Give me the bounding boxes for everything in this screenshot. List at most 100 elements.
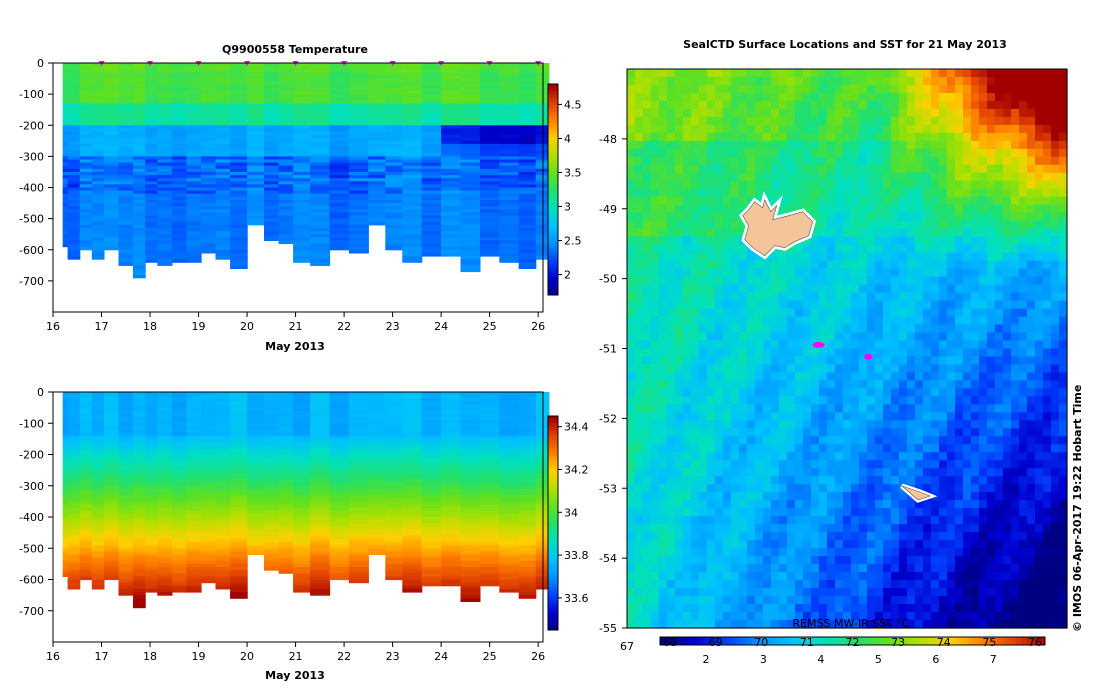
section-cell [402,106,423,111]
sst-cell [755,148,764,158]
colorbar-swatch [548,221,558,226]
section-cell [133,429,146,434]
section-cell [441,563,462,568]
sst-cell [859,172,868,182]
section-cell [62,417,69,421]
section-cell [157,426,173,431]
colorbar-swatch [548,193,558,198]
section-cell [460,240,481,245]
section-cell [91,526,105,531]
section-cell [230,576,248,581]
section-cell [230,140,248,145]
sst-cell [827,188,836,198]
section-cell [441,156,462,161]
section-cell [133,520,146,524]
section-cell [518,237,537,241]
section-cell [421,75,442,80]
section-cell [79,94,93,98]
sst-cell [1059,108,1068,118]
section-cell [441,175,462,179]
section-cell [230,215,248,220]
sst-cell [1035,132,1044,142]
section-cell [441,395,462,399]
section-cell [310,246,331,251]
sst-cell [963,188,972,198]
section-cell [310,206,331,210]
sst-cell [835,69,844,78]
section-cell [310,407,331,412]
section-cell [247,495,265,499]
section-cell [247,542,265,546]
section-cell [186,243,202,248]
section-cell [145,112,158,117]
section-cell [79,532,93,537]
sst-cell [963,140,972,150]
section-cell [460,485,481,490]
section-cell [421,404,442,409]
sst-cell [867,108,876,118]
section-cell [348,69,369,73]
section-cell [460,523,481,527]
sst-cell [987,172,996,182]
section-cell [402,246,423,251]
section-cell [264,109,280,114]
sst-cell [931,124,940,134]
sst-cell [675,100,684,110]
sst-cell [811,156,820,166]
section-cell [171,410,188,415]
salinity-y-ticks: 0-100-200-300-400-500-600-700 [19,386,53,618]
section-cell [264,215,280,220]
section-cell [499,423,520,427]
section-cell [368,448,386,452]
section-cell [460,119,481,123]
section-cell [441,103,462,108]
sst-cell [651,77,660,86]
section-cell [479,492,500,496]
section-cell [62,206,69,210]
section-cell [441,460,462,465]
sst-cell [763,132,772,142]
section-cell [118,504,134,509]
section-cell [441,392,462,396]
sst-cell [843,108,852,118]
section-cell [145,420,158,424]
sst-cell [883,116,892,126]
section-cell [186,498,202,502]
section-cell [247,178,265,182]
sst-cell [731,100,740,110]
section-cell [518,78,537,83]
section-cell [79,445,93,449]
section-cell [67,237,81,241]
section-cell [133,140,146,145]
section-cell [118,585,134,590]
section-cell [499,404,520,409]
section-cell [499,150,520,154]
section-cell [518,115,537,120]
section-cell [479,200,500,204]
section-cell [62,171,69,176]
section-cell [67,463,81,468]
section-cell [215,448,231,452]
section-cell [230,119,248,123]
section-cell [201,143,217,148]
sst-cell [875,85,884,94]
section-cell [385,243,403,248]
sst-cell [987,100,996,110]
section-cell [103,538,120,543]
section-cell [421,150,442,154]
section-cell [441,404,462,409]
sst-cell [675,172,684,182]
section-cell [230,517,248,521]
section-cell [293,570,311,574]
section-cell [264,112,280,117]
section-cell [385,131,403,136]
section-cell [421,234,442,238]
section-cell [145,140,158,145]
section-cell [264,429,280,434]
section-cell [62,517,69,521]
sst-cell [931,140,940,150]
section-cell [441,137,462,142]
section-cell [171,228,188,232]
section-cell [171,585,188,590]
section-cell [441,535,462,540]
